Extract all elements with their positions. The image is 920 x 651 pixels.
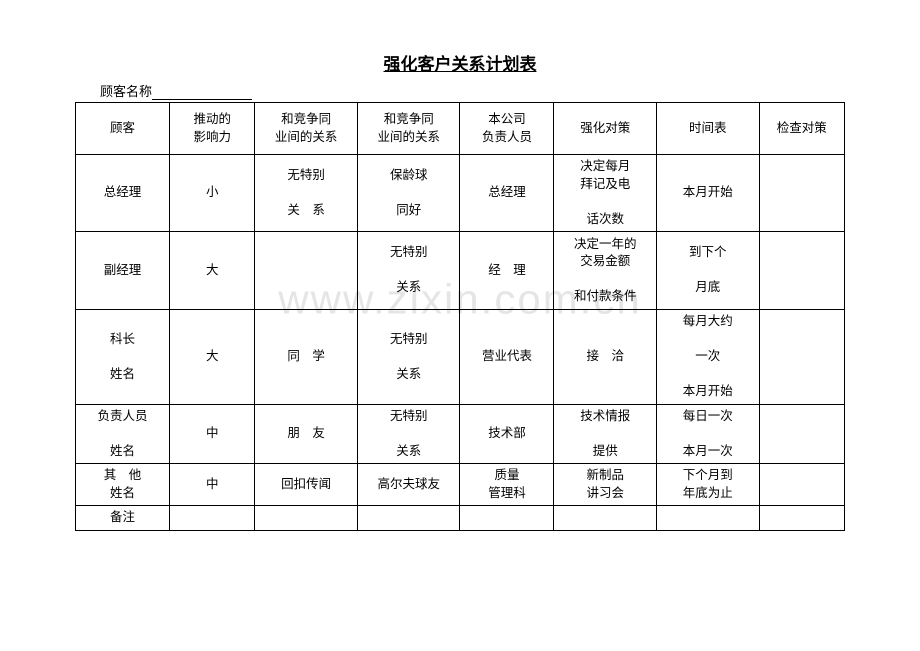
header-competitor-rel-1: 和竞争同 业间的关系: [255, 103, 358, 155]
header-check: 检查对策: [759, 103, 844, 155]
table-cell: 新制品 讲习会: [554, 464, 657, 506]
table-cell: 回扣传闻: [255, 464, 358, 506]
table-cell: 总经理: [460, 155, 554, 232]
table-cell: 每月大约 一次 本月开始: [657, 310, 760, 405]
table-cell: 其 他 姓名: [76, 464, 170, 506]
table-cell: 每日一次 本月一次: [657, 404, 760, 464]
table-cell: 技术部: [460, 404, 554, 464]
table-cell: 中: [169, 404, 254, 464]
customer-name-line: [152, 99, 252, 100]
header-strategy: 强化对策: [554, 103, 657, 155]
table-cell: 接 洽: [554, 310, 657, 405]
table-cell: 总经理: [76, 155, 170, 232]
table-cell: 大: [169, 310, 254, 405]
table-cell: 技术情报 提供: [554, 404, 657, 464]
table-cell: 副经理: [76, 232, 170, 310]
table-cell: [169, 506, 254, 531]
table-cell: 经 理: [460, 232, 554, 310]
page-title: 强化客户关系计划表: [75, 50, 845, 75]
table-cell: 小: [169, 155, 254, 232]
table-cell: 营业代表: [460, 310, 554, 405]
table-cell: 无特别 关系: [357, 232, 460, 310]
table-cell: [759, 232, 844, 310]
table-cell: [357, 506, 460, 531]
table-header-row: 顾客 推动的 影响力 和竞争同 业间的关系 和竞争同 业间的关系 本公司 负责人…: [76, 103, 845, 155]
header-influence: 推动的 影响力: [169, 103, 254, 155]
table-cell: 决定每月 拜记及电 话次数: [554, 155, 657, 232]
table-row: 负责人员 姓名中朋 友无特别 关系技术部技术情报 提供每日一次 本月一次: [76, 404, 845, 464]
table-cell: 质量 管理科: [460, 464, 554, 506]
header-customer: 顾客: [76, 103, 170, 155]
table-cell: [759, 404, 844, 464]
customer-name-label: 顾客名称: [100, 84, 152, 99]
table-row: 总经理小无特别 关 系保龄球 同好总经理决定每月 拜记及电 话次数本月开始: [76, 155, 845, 232]
table-cell: [759, 310, 844, 405]
table-cell: 到下个 月底: [657, 232, 760, 310]
header-schedule: 时间表: [657, 103, 760, 155]
table-cell: 决定一年的 交易金额 和付款条件: [554, 232, 657, 310]
table-cell: 无特别 关系: [357, 404, 460, 464]
table-cell: [554, 506, 657, 531]
table-row: 副经理大 无特别 关系经 理决定一年的 交易金额 和付款条件到下个 月底: [76, 232, 845, 310]
table-cell: 朋 友: [255, 404, 358, 464]
table-cell: [759, 155, 844, 232]
table-cell: [255, 232, 358, 310]
document-content: 强化客户关系计划表 顾客名称 顾客 推动的 影响力 和竞争同 业间的关系 和竞争…: [75, 50, 845, 531]
table-cell: 保龄球 同好: [357, 155, 460, 232]
table-row: 备注: [76, 506, 845, 531]
table-cell: [759, 464, 844, 506]
table-cell: [759, 506, 844, 531]
table-cell: 本月开始: [657, 155, 760, 232]
header-competitor-rel-2: 和竞争同 业间的关系: [357, 103, 460, 155]
table-cell: 大: [169, 232, 254, 310]
table-cell: 无特别 关 系: [255, 155, 358, 232]
table-cell: 同 学: [255, 310, 358, 405]
table-cell: 科长 姓名: [76, 310, 170, 405]
table-cell: 无特别 关系: [357, 310, 460, 405]
plan-table: 顾客 推动的 影响力 和竞争同 业间的关系 和竞争同 业间的关系 本公司 负责人…: [75, 102, 845, 531]
header-company-staff: 本公司 负责人员: [460, 103, 554, 155]
table-cell: 备注: [76, 506, 170, 531]
table-cell: 负责人员 姓名: [76, 404, 170, 464]
table-cell: [255, 506, 358, 531]
table-cell: 中: [169, 464, 254, 506]
table-cell: 高尔夫球友: [357, 464, 460, 506]
table-row: 其 他 姓名中回扣传闻高尔夫球友质量 管理科新制品 讲习会下个月到 年底为止: [76, 464, 845, 506]
customer-name-field: 顾客名称: [75, 81, 845, 100]
table-row: 科长 姓名大同 学无特别 关系营业代表接 洽每月大约 一次 本月开始: [76, 310, 845, 405]
table-cell: [460, 506, 554, 531]
table-cell: [657, 506, 760, 531]
table-cell: 下个月到 年底为止: [657, 464, 760, 506]
